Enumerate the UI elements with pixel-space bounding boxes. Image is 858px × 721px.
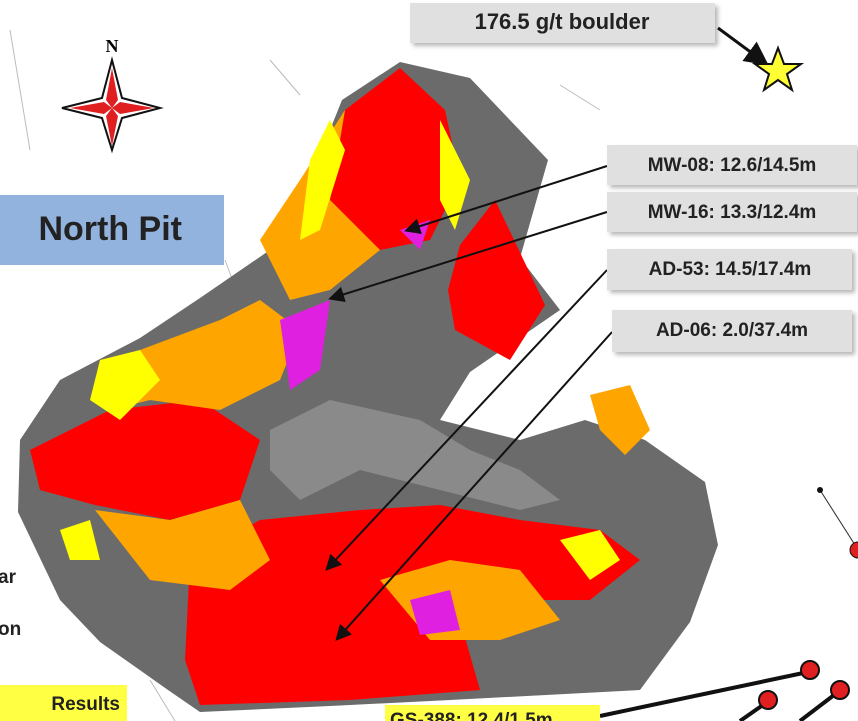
title-box <box>0 195 224 265</box>
grade-red <box>448 200 545 360</box>
callout-label: MW-08: 12.6/14.5m <box>648 155 817 176</box>
callout-label: AD-53: 14.5/17.4m <box>649 259 812 280</box>
hole-trace <box>798 690 840 721</box>
pit-wall <box>270 400 560 510</box>
arrow <box>328 211 608 303</box>
callout-label: AD-06: 2.0/37.4m <box>656 320 808 341</box>
trace <box>269 59 301 96</box>
arrow <box>325 269 608 571</box>
arrow <box>717 26 769 66</box>
boulder-box <box>410 3 715 43</box>
grade-yellow <box>300 120 345 240</box>
arrow <box>335 331 613 641</box>
side-text: on <box>0 619 21 640</box>
grade-yellow <box>90 350 160 420</box>
grade-magenta <box>280 300 330 390</box>
trace <box>9 29 31 151</box>
hole-trace <box>599 670 809 718</box>
callout-label: MW-16: 13.3/12.4m <box>648 202 817 223</box>
callout-box <box>607 145 857 185</box>
block-model <box>18 62 718 712</box>
compass: N <box>61 36 164 154</box>
hole-marker <box>830 680 850 700</box>
hole-marker <box>849 541 858 559</box>
boulder-label: 176.5 g/t boulder <box>475 9 650 34</box>
grade-red <box>330 68 460 250</box>
bottom-label: GS-388: 12.4/1.5m <box>390 710 553 721</box>
compass-needle <box>70 102 112 114</box>
callout-box <box>607 249 852 290</box>
grade-magenta <box>410 590 460 635</box>
grade-orange <box>95 500 270 590</box>
callout-box <box>607 192 857 232</box>
bottom-box <box>385 705 600 721</box>
callout-box <box>612 310 852 352</box>
compass-needle <box>106 68 118 108</box>
trace <box>149 679 176 721</box>
grade-yellow <box>440 120 470 230</box>
arrow <box>404 165 608 234</box>
drill-holes <box>599 487 858 721</box>
grade-yellow <box>560 530 620 580</box>
trace <box>559 84 601 111</box>
hole-marker <box>800 660 820 680</box>
boulder-star <box>751 45 805 93</box>
hole-marker <box>758 690 778 710</box>
grade-yellow <box>60 520 100 560</box>
grade-orange <box>590 385 650 455</box>
side-text: ar <box>0 567 17 588</box>
compass-label: N <box>106 36 119 56</box>
results-label: Results <box>51 694 120 715</box>
hole-trace <box>819 489 856 546</box>
title: North Pit <box>38 210 182 248</box>
collar <box>817 487 823 493</box>
results-box <box>0 685 127 721</box>
grade-red <box>30 400 260 520</box>
callouts: MW-08: 12.6/14.5m MW-16: 13.3/12.4m AD-5… <box>325 145 857 641</box>
compass-needle <box>112 102 154 114</box>
compass-needle <box>106 108 118 146</box>
